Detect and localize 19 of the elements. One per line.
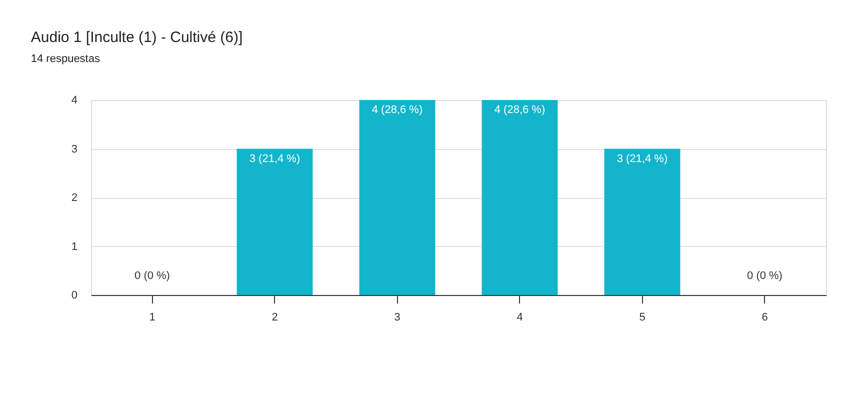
chart-subtitle: 14 respuestas	[30, 53, 100, 65]
y-tick-label: 0	[71, 290, 78, 302]
chart-title: Audio 1 [Inculte (1) - Cultivé (6)]	[30, 29, 243, 46]
data-label: 3 (21,4 %)	[249, 152, 300, 165]
data-label: 4 (28,6 %)	[494, 104, 546, 116]
y-tick-label: 4	[71, 94, 78, 106]
data-label: 4 (28,6 %)	[372, 104, 423, 116]
x-tick-label: 5	[639, 312, 646, 324]
y-tick-label: 3	[71, 143, 78, 156]
x-tick-label: 3	[394, 312, 400, 324]
x-tick-label: 2	[272, 312, 278, 324]
x-tick-label: 6	[762, 312, 768, 324]
y-tick-label: 2	[71, 192, 78, 204]
y-tick-label: 1	[71, 240, 78, 253]
data-label: 0 (0 %)	[747, 270, 782, 282]
x-tick-label: 1	[149, 312, 156, 324]
x-tick-label: 4	[516, 312, 523, 324]
data-label: 3 (21,4 %)	[616, 152, 668, 165]
data-label: 0 (0 %)	[134, 270, 170, 282]
